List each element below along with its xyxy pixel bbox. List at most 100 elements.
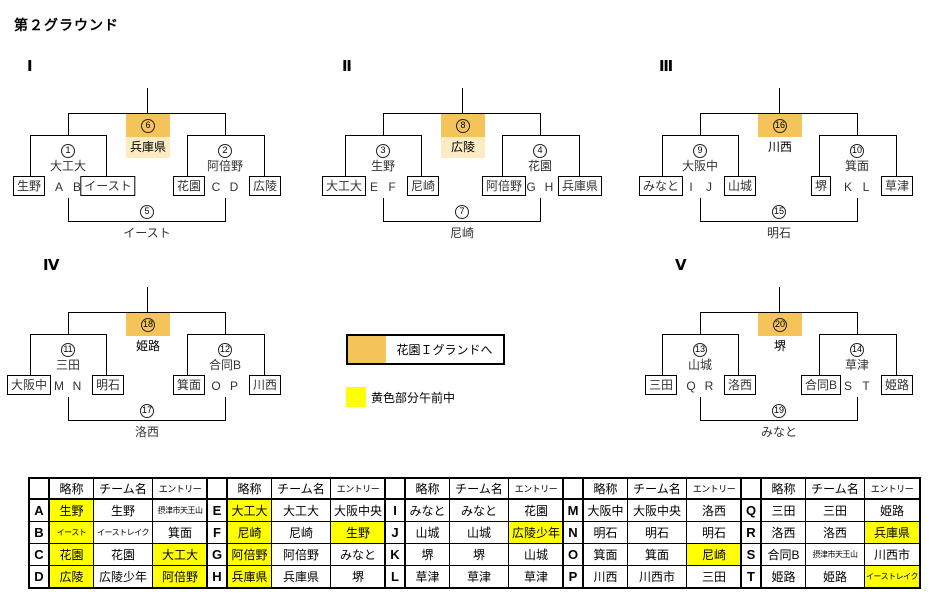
bracket-4: Ⅳ 18 姫路 11 三田 12 合同B 大阪中 M N 明石 箕面 O P 川…: [6, 257, 298, 449]
connector-line: [187, 334, 188, 377]
connector-line: [264, 135, 265, 178]
team-name-cell: イーストレイク: [93, 521, 153, 544]
match-number: 14: [849, 342, 865, 357]
abbr-cell: 合同B: [760, 543, 806, 566]
match-number: 15: [771, 204, 787, 219]
abbr-cell: 尼崎: [226, 521, 272, 544]
row-letter-cell: R: [740, 521, 762, 544]
connector-line: [779, 88, 780, 113]
abbr-cell: 川西: [582, 565, 628, 589]
entry-cell: 川西市: [864, 543, 921, 566]
entry-cell: 明石: [686, 521, 743, 544]
semifinal-winner-name: 花園: [527, 159, 553, 173]
team-name-cell: 洛西: [805, 521, 865, 544]
entry-cell: 山城: [508, 543, 565, 566]
match-number: 6: [141, 118, 155, 133]
abbr-cell: 大工大: [226, 498, 272, 522]
legend-advance-label: 花園Ｉグランドへ: [396, 343, 493, 357]
corner-header: [384, 477, 406, 500]
connector-line: [540, 198, 541, 221]
match-number: 9: [693, 143, 707, 158]
connector-line: [383, 113, 384, 135]
consolation-match-number: 19: [771, 400, 787, 418]
bracket-2: Ⅱ 8 広陵 3 生野 4 花園 大工大 E F 尼崎 阿倍野 G H 兵庫県 …: [321, 58, 613, 250]
match-number: 18: [140, 317, 155, 332]
team-header: チーム名: [627, 477, 687, 500]
team-box: 三田: [644, 375, 678, 395]
consolation-winner-name: イースト: [123, 226, 171, 240]
team-box: 生野: [12, 176, 46, 196]
table-row: H 兵庫県 兵庫県 堺: [206, 565, 387, 589]
seed-letter: L: [862, 180, 870, 194]
team-box: 尼崎: [406, 176, 440, 196]
final-match-box: 18: [126, 313, 170, 336]
final-winner-name: 姫路: [135, 339, 160, 353]
entry-cell: 阿倍野: [152, 565, 209, 589]
team-name-cell: 広陵少年: [93, 565, 153, 589]
match-number: 5: [140, 204, 154, 219]
team-table-group-4: 略称 チーム名 エントリー M 大阪中 大阪中央 洛西 N 明石 明石 明石 O…: [562, 477, 743, 589]
team-name-cell: 尼崎: [271, 521, 331, 544]
abbr-cell: 草津: [404, 565, 450, 589]
table-row: K 堺 堺 山城: [384, 543, 565, 566]
seed-letter: J: [706, 180, 712, 194]
seed-letter: E: [369, 180, 379, 194]
entry-cell: 大阪中央: [330, 498, 387, 522]
row-letter-cell: J: [384, 521, 406, 544]
row-letter-cell: K: [384, 543, 406, 566]
connector-line: [662, 334, 739, 335]
row-letter-cell: T: [740, 565, 762, 589]
table-header-row: 略称 チーム名 エントリー: [740, 477, 921, 500]
abbr-cell: 山城: [404, 521, 450, 544]
table-row: F 尼崎 尼崎 生野: [206, 521, 387, 544]
abbr-cell: 三田: [760, 498, 806, 522]
bracket-label: Ⅲ: [659, 58, 674, 75]
connector-line: [68, 312, 226, 313]
match-number: 7: [455, 204, 469, 219]
connector-line: [68, 113, 69, 135]
match-number-circle: 1: [61, 140, 75, 158]
table-row: Q 三田 三田 姫路: [740, 498, 921, 522]
connector-line: [819, 334, 820, 377]
match-number-circle: 13: [692, 339, 708, 357]
abbr-cell: 阿倍野: [226, 543, 272, 566]
table-row: C 花園 花園 大工大: [28, 543, 209, 566]
connector-line: [579, 135, 580, 178]
team-box: 広陵: [248, 176, 282, 196]
seed-letter: Q: [686, 379, 696, 393]
bracket-5: Ⅴ 20 堺 13 山城 14 草津 三田 Q R 洛西 合同B S T 姫路 …: [640, 257, 930, 449]
corner-header: [562, 477, 584, 500]
team-table-group-2: 略称 チーム名 エントリー E 大工大 大工大 大阪中央 F 尼崎 尼崎 生野 …: [206, 477, 387, 589]
abbr-header: 略称: [226, 477, 272, 500]
team-name-cell: 大工大: [271, 498, 331, 522]
entry-cell: 花園: [508, 498, 565, 522]
seed-letter: F: [388, 180, 396, 194]
abbr-cell: 広陵: [48, 565, 94, 589]
abbr-header: 略称: [760, 477, 806, 500]
team-header: チーム名: [805, 477, 865, 500]
match-number: 16: [772, 118, 787, 133]
connector-line: [540, 113, 541, 135]
row-letter-cell: M: [562, 498, 584, 522]
table-row: L 草津 草津 草津: [384, 565, 565, 589]
connector-line: [662, 334, 663, 377]
legend-morning-label: 黄色部分午前中: [371, 390, 456, 405]
match-number: 10: [849, 143, 865, 158]
connector-line: [68, 198, 69, 221]
connector-line: [30, 334, 31, 377]
connector-line: [345, 135, 346, 178]
table-row: R 洛西 洛西 兵庫県: [740, 521, 921, 544]
team-box: 山城: [723, 176, 757, 196]
seed-letter: N: [72, 379, 82, 393]
connector-line: [700, 113, 858, 114]
team-box: 洛西: [723, 375, 757, 395]
team-box: 兵庫県: [557, 176, 603, 196]
consolation-winner-name: みなと: [760, 425, 798, 439]
entry-cell: 大工大: [152, 543, 209, 566]
abbr-cell: 堺: [404, 543, 450, 566]
connector-line: [819, 135, 897, 136]
table-header-row: 略称 チーム名 エントリー: [562, 477, 743, 500]
connector-line: [700, 198, 701, 221]
final-match-box: 6: [126, 114, 170, 137]
semifinal-winner-name: 山城: [687, 358, 713, 372]
